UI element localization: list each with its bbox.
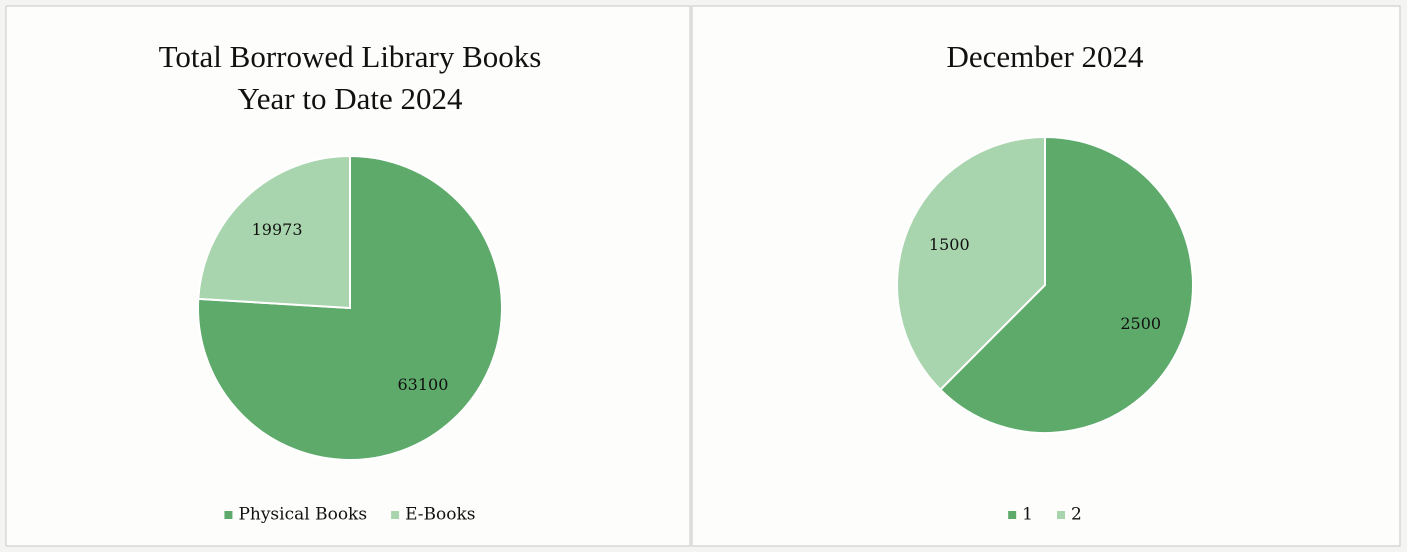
chart-title: December 2024 xyxy=(946,39,1144,74)
pie-slice xyxy=(896,135,1046,392)
legend-swatch xyxy=(391,511,400,519)
pie-slice xyxy=(197,154,351,310)
legend-label: Physical Books xyxy=(238,505,367,525)
chart-title: Year to Date 2024 xyxy=(237,81,463,116)
data-label: 1500 xyxy=(929,235,970,254)
data-label: 2500 xyxy=(1120,314,1161,333)
pie-slice xyxy=(197,154,503,461)
data-label: 63100 xyxy=(397,375,448,394)
legend-label: 1 xyxy=(1022,505,1033,525)
chart-title: Total Borrowed Library Books xyxy=(159,39,542,74)
legend-label: E-Books xyxy=(405,505,475,525)
legend-swatch xyxy=(1057,511,1065,519)
data-label: 19973 xyxy=(252,220,303,239)
pie-slice xyxy=(938,135,1194,434)
legend-swatch xyxy=(1008,511,1017,519)
legend-label: 2 xyxy=(1071,505,1082,525)
legend-swatch xyxy=(224,511,233,519)
